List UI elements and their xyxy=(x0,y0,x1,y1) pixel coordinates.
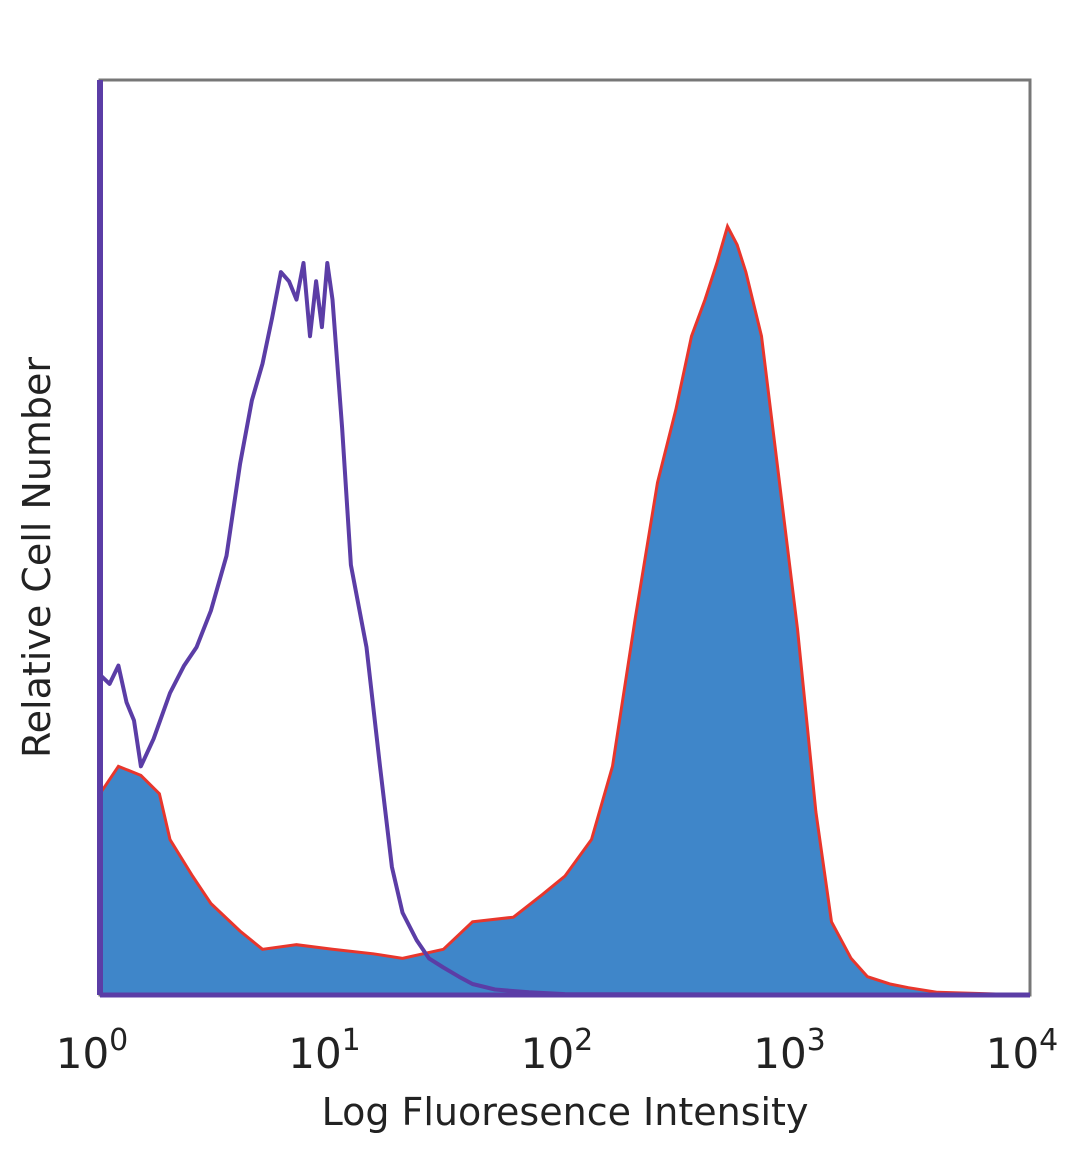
x-tick-label: 102 xyxy=(521,1023,594,1078)
x-tick-label: 100 xyxy=(56,1023,129,1078)
y-axis-title: Relative Cell Number xyxy=(15,357,59,758)
x-tick-label: 103 xyxy=(753,1023,826,1078)
series-layer xyxy=(98,222,1031,997)
stained-histogram-outline xyxy=(98,222,1031,997)
stained-histogram-area xyxy=(100,226,1030,995)
control-histogram-line xyxy=(98,261,1031,997)
x-tick-labels: 100 101 102 103 104 xyxy=(56,1023,1059,1078)
x-tick-label: 104 xyxy=(986,1023,1059,1078)
x-axis-title: Log Fluoresence Intensity xyxy=(322,1090,809,1134)
plot-frame xyxy=(98,78,1032,997)
x-tick-label: 101 xyxy=(288,1023,361,1078)
